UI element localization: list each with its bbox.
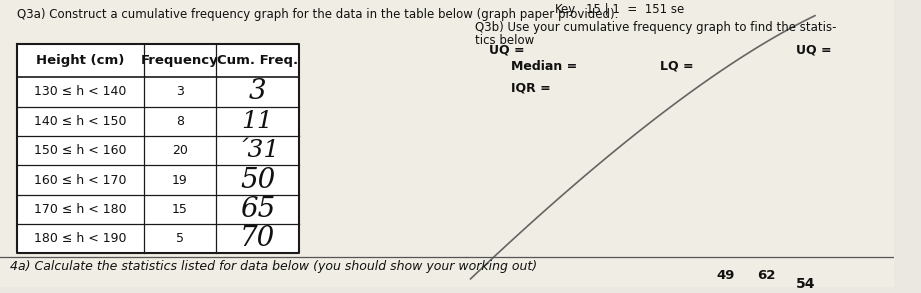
Text: Height (cm): Height (cm): [36, 54, 124, 67]
Text: 3: 3: [176, 86, 184, 98]
Text: Median =: Median =: [511, 60, 577, 73]
Text: 19: 19: [172, 173, 188, 187]
Text: 49: 49: [716, 269, 734, 282]
Text: Cum. Freq.: Cum. Freq.: [217, 54, 298, 67]
Text: 140 ≤ h < 150: 140 ≤ h < 150: [34, 115, 127, 128]
Text: 180 ≤ h < 190: 180 ≤ h < 190: [34, 232, 127, 245]
Text: 50: 50: [240, 166, 275, 194]
Bar: [17, 44, 298, 253]
Text: 54: 54: [796, 277, 815, 291]
Text: UQ =: UQ =: [489, 43, 525, 56]
Text: 20: 20: [172, 144, 188, 157]
Text: Key: Key: [555, 3, 577, 16]
Text: IQR =: IQR =: [511, 81, 551, 94]
Text: ´31: ´31: [236, 139, 280, 162]
Text: 4a) Calculate the statistics listed for data below (you should show your working: 4a) Calculate the statistics listed for …: [10, 260, 537, 273]
Text: 65: 65: [240, 196, 275, 223]
Text: 15: 15: [172, 203, 188, 216]
Text: tics below: tics below: [475, 34, 534, 47]
Text: Q3a) Construct a cumulative frequency graph for the data in the table below (gra: Q3a) Construct a cumulative frequency gr…: [17, 8, 619, 21]
Text: 160 ≤ h < 170: 160 ≤ h < 170: [34, 173, 127, 187]
Text: 3: 3: [249, 79, 266, 105]
Text: 150 ≤ h < 160: 150 ≤ h < 160: [34, 144, 127, 157]
Text: Q3b) Use your cumulative frequency graph to find the statis-: Q3b) Use your cumulative frequency graph…: [475, 21, 837, 33]
Text: 11: 11: [241, 110, 274, 133]
Text: 70: 70: [240, 225, 275, 252]
Text: Frequency: Frequency: [141, 54, 219, 67]
Text: 130 ≤ h < 140: 130 ≤ h < 140: [34, 86, 127, 98]
Text: LQ =: LQ =: [659, 60, 694, 73]
Text: 62: 62: [757, 269, 775, 282]
Text: UQ =: UQ =: [796, 43, 831, 56]
Text: 170 ≤ h < 180: 170 ≤ h < 180: [34, 203, 127, 216]
Text: 5: 5: [176, 232, 184, 245]
Text: 8: 8: [176, 115, 184, 128]
Text: 15 | 1  =  151 se: 15 | 1 = 151 se: [586, 3, 684, 16]
